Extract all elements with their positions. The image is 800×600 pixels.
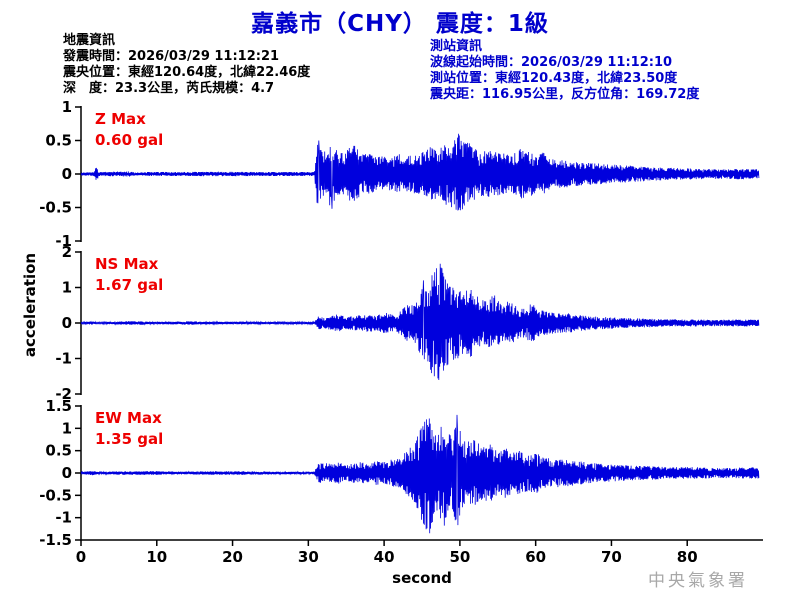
y-tick-label-EW: 0.5 (45, 442, 72, 460)
station-location-line: 測站位置：東經120.43度，北緯23.50度 (430, 71, 678, 86)
y-tick-label-EW: 1 (62, 419, 72, 437)
waveform-NS (80, 263, 760, 381)
agency-watermark: 中央氣象署 (648, 571, 748, 591)
y-tick-label-NS: 0 (62, 314, 72, 332)
max-value-Z: 0.60 gal (95, 131, 163, 149)
x-tick-label: 20 (222, 548, 243, 566)
earthquake-info-heading: 地震資訊 (63, 33, 116, 48)
y-tick-label-NS: 1 (62, 279, 72, 297)
y-tick-label-Z: 0.5 (45, 132, 72, 150)
y-tick-label-NS: 2 (62, 243, 72, 261)
x-tick-label: 40 (374, 548, 395, 566)
earthquake-info-block: 地震資訊 發震時間：2026/03/29 11:12:21 震央位置：東經120… (63, 33, 310, 97)
epicenter-location-line: 震央位置：東經120.64度，北緯22.46度 (63, 65, 311, 80)
x-tick-label: 10 (146, 548, 167, 566)
y-tick-label-NS: -1 (55, 350, 72, 368)
y-tick-label-Z: 0 (62, 165, 72, 183)
x-tick-label: 30 (298, 548, 319, 566)
station-info-heading: 測站資訊 (430, 39, 483, 54)
x-tick-label: 60 (525, 548, 546, 566)
y-tick-label-Z: -0.5 (39, 199, 72, 217)
waveform-EW (80, 414, 760, 534)
x-tick-label: 50 (449, 548, 470, 566)
y-tick-label-EW: -0.5 (39, 486, 72, 504)
max-value-NS: 1.67 gal (95, 276, 163, 294)
x-tick-label: 0 (76, 548, 86, 566)
max-label-Z: Z Max (95, 110, 146, 128)
max-label-NS: NS Max (95, 255, 159, 273)
y-tick-label-Z: 1 (62, 98, 72, 116)
station-info-block: 測站資訊 波線起始時間：2026/03/29 11:12:10 測站位置：東經1… (430, 39, 699, 103)
depth-magnitude-line: 深 度：23.3公里，芮氏規模：4.7 (63, 81, 275, 96)
page-title: 嘉義市（CHY） 震度：1級 (251, 11, 549, 37)
x-tick-label: 80 (677, 548, 698, 566)
max-label-EW: EW Max (95, 409, 162, 427)
x-axis-title: second (392, 569, 452, 587)
origin-time-line: 發震時間：2026/03/29 11:12:21 (63, 49, 280, 64)
y-tick-label-NS: -2 (55, 385, 72, 403)
max-value-EW: 1.35 gal (95, 430, 163, 448)
waveform-Z (80, 133, 760, 211)
y-tick-label-EW: -1 (55, 509, 72, 527)
epicentral-distance-line: 震央距：116.95公里，反方位角：169.72度 (430, 87, 700, 102)
wave-start-time-line: 波線起始時間：2026/03/29 11:12:10 (430, 55, 673, 70)
y-tick-label-EW: -1.5 (39, 531, 72, 549)
y-tick-label-EW: 0 (62, 464, 72, 482)
y-tick-label-Z: -1 (55, 232, 72, 250)
x-tick-label: 70 (601, 548, 622, 566)
y-tick-label-EW: 1.5 (45, 397, 72, 415)
y-axis-title: acceleration (21, 252, 39, 358)
